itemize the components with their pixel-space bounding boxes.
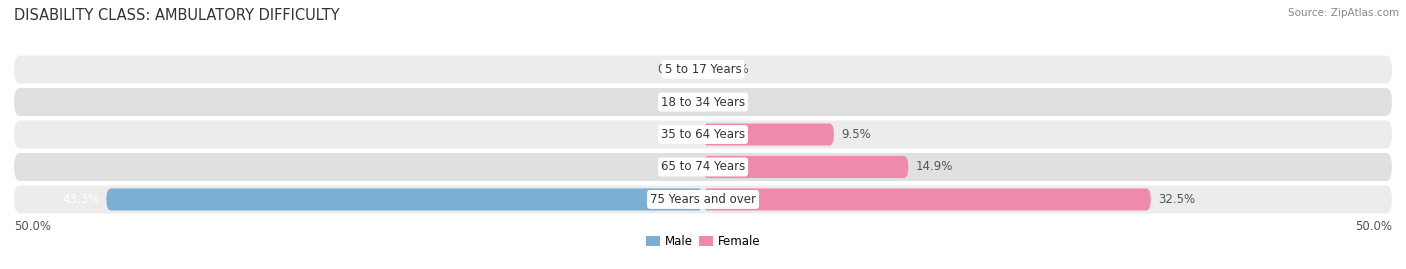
FancyBboxPatch shape [14, 88, 1392, 116]
Text: 32.5%: 32.5% [1157, 193, 1195, 206]
Text: 5 to 17 Years: 5 to 17 Years [665, 63, 741, 76]
Text: 43.3%: 43.3% [62, 193, 100, 206]
FancyBboxPatch shape [14, 186, 1392, 213]
Text: 65 to 74 Years: 65 to 74 Years [661, 161, 745, 174]
FancyBboxPatch shape [14, 56, 1392, 83]
Text: 50.0%: 50.0% [14, 220, 51, 233]
FancyBboxPatch shape [14, 153, 1392, 181]
Text: 50.0%: 50.0% [1355, 220, 1392, 233]
Text: 0.0%: 0.0% [657, 161, 686, 174]
FancyBboxPatch shape [14, 121, 1392, 148]
Text: 75 Years and over: 75 Years and over [650, 193, 756, 206]
Text: 0.0%: 0.0% [720, 95, 749, 108]
Text: 0.0%: 0.0% [720, 63, 749, 76]
Text: 9.5%: 9.5% [841, 128, 870, 141]
Legend: Male, Female: Male, Female [641, 230, 765, 253]
Text: 0.0%: 0.0% [657, 63, 686, 76]
FancyBboxPatch shape [703, 123, 834, 146]
Text: DISABILITY CLASS: AMBULATORY DIFFICULTY: DISABILITY CLASS: AMBULATORY DIFFICULTY [14, 8, 340, 23]
Text: Source: ZipAtlas.com: Source: ZipAtlas.com [1288, 8, 1399, 18]
FancyBboxPatch shape [703, 156, 908, 178]
Text: 14.9%: 14.9% [915, 161, 953, 174]
Text: 0.0%: 0.0% [657, 128, 686, 141]
FancyBboxPatch shape [703, 188, 1152, 211]
FancyBboxPatch shape [107, 188, 703, 211]
Text: 0.0%: 0.0% [657, 95, 686, 108]
Text: 18 to 34 Years: 18 to 34 Years [661, 95, 745, 108]
Text: 35 to 64 Years: 35 to 64 Years [661, 128, 745, 141]
